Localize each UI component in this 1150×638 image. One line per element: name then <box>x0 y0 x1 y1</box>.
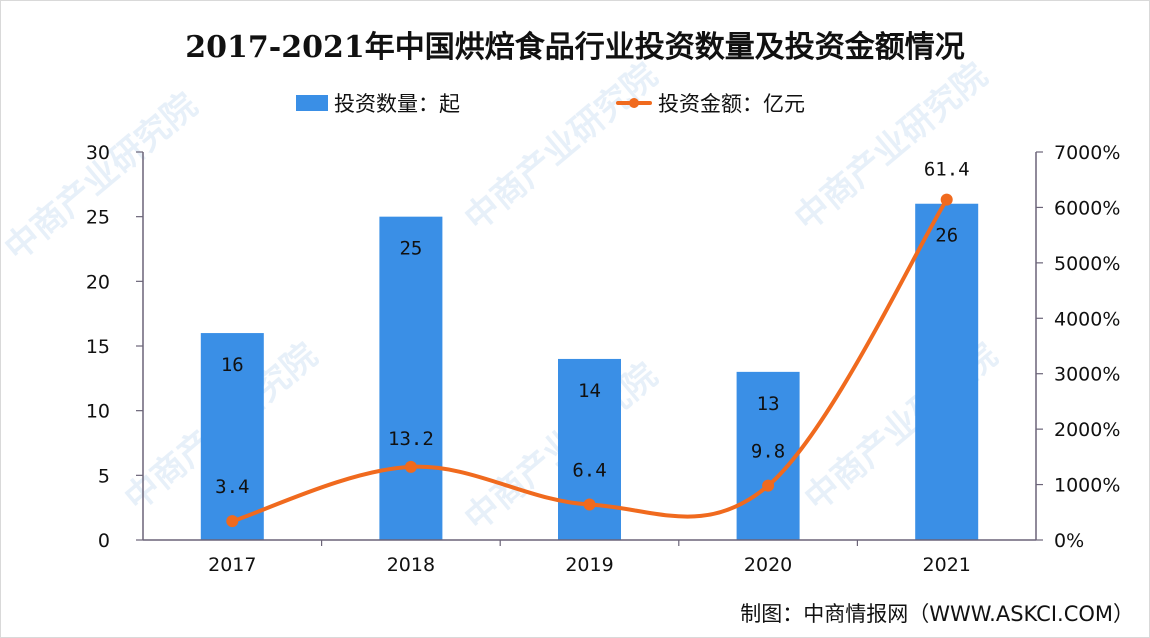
line-point-2019 <box>583 498 596 511</box>
chart-title: 2017-2021年中国烘焙食品行业投资数量及投资金额情况 <box>185 30 965 65</box>
y-tick-label-left: 5 <box>98 465 110 487</box>
y-tick-label-left: 20 <box>86 271 110 293</box>
legend-bar-label: 投资数量：起 <box>334 92 460 116</box>
line-value-label: 13.2 <box>388 428 434 450</box>
y-tick-label-left: 0 <box>98 530 110 552</box>
bar-value-label: 25 <box>399 238 422 260</box>
line-point-2018 <box>404 460 417 473</box>
y-tick-label-right: 1000% <box>1054 475 1120 497</box>
line-value-label: 61.4 <box>924 159 970 181</box>
legend: 投资数量：起 投资金额：亿元 <box>0 88 1150 118</box>
y-tick-label-right: 3000% <box>1054 364 1120 386</box>
y-tick-label-left: 15 <box>86 336 110 358</box>
y-tick-label-right: 0% <box>1054 530 1084 552</box>
y-tick-label-right: 7000% <box>1054 142 1120 164</box>
bar-2018 <box>379 216 443 540</box>
y-tick-label-right: 5000% <box>1054 253 1120 275</box>
x-tick-label: 2020 <box>744 554 792 576</box>
source-credit: 制图：中商情报网（WWW.ASKCI.COM） <box>740 602 1134 626</box>
bar-2017 <box>200 333 264 540</box>
line-value-label: 9.8 <box>751 441 785 463</box>
x-tick-label: 2019 <box>565 554 613 576</box>
line-investment-amount <box>230 197 949 524</box>
x-tick-label: 2018 <box>387 554 435 576</box>
legend-item-bar: 投资数量：起 <box>296 88 460 118</box>
bar-value-label: 13 <box>757 393 780 415</box>
line-value-label: 3.4 <box>215 476 249 498</box>
bar-2020 <box>736 371 800 540</box>
y-tick-label-left: 25 <box>86 207 110 229</box>
line-point-2017 <box>226 515 239 528</box>
x-tick-label: 2017 <box>208 554 256 576</box>
line-point-2020 <box>762 479 775 492</box>
legend-item-line: 投资金额：亿元 <box>616 88 805 118</box>
x-tick-label: 2021 <box>923 554 971 576</box>
bar-value-label: 14 <box>578 380 601 402</box>
y-tick-label-right: 4000% <box>1054 308 1120 330</box>
y-tick-label-left: 10 <box>86 401 110 423</box>
legend-line-label: 投资金额：亿元 <box>658 92 805 116</box>
y-tick-label-left: 30 <box>86 142 110 164</box>
y-tick-label-right: 6000% <box>1054 197 1120 219</box>
legend-bar-swatch <box>296 95 328 111</box>
bar-2021 <box>915 203 979 540</box>
bar-value-label: 26 <box>935 225 958 247</box>
line-point-2021 <box>940 193 953 206</box>
y-tick-label-right: 2000% <box>1054 419 1120 441</box>
legend-line-swatch <box>616 95 652 111</box>
line-value-label: 6.4 <box>572 460 606 482</box>
bar-value-label: 16 <box>221 354 244 376</box>
